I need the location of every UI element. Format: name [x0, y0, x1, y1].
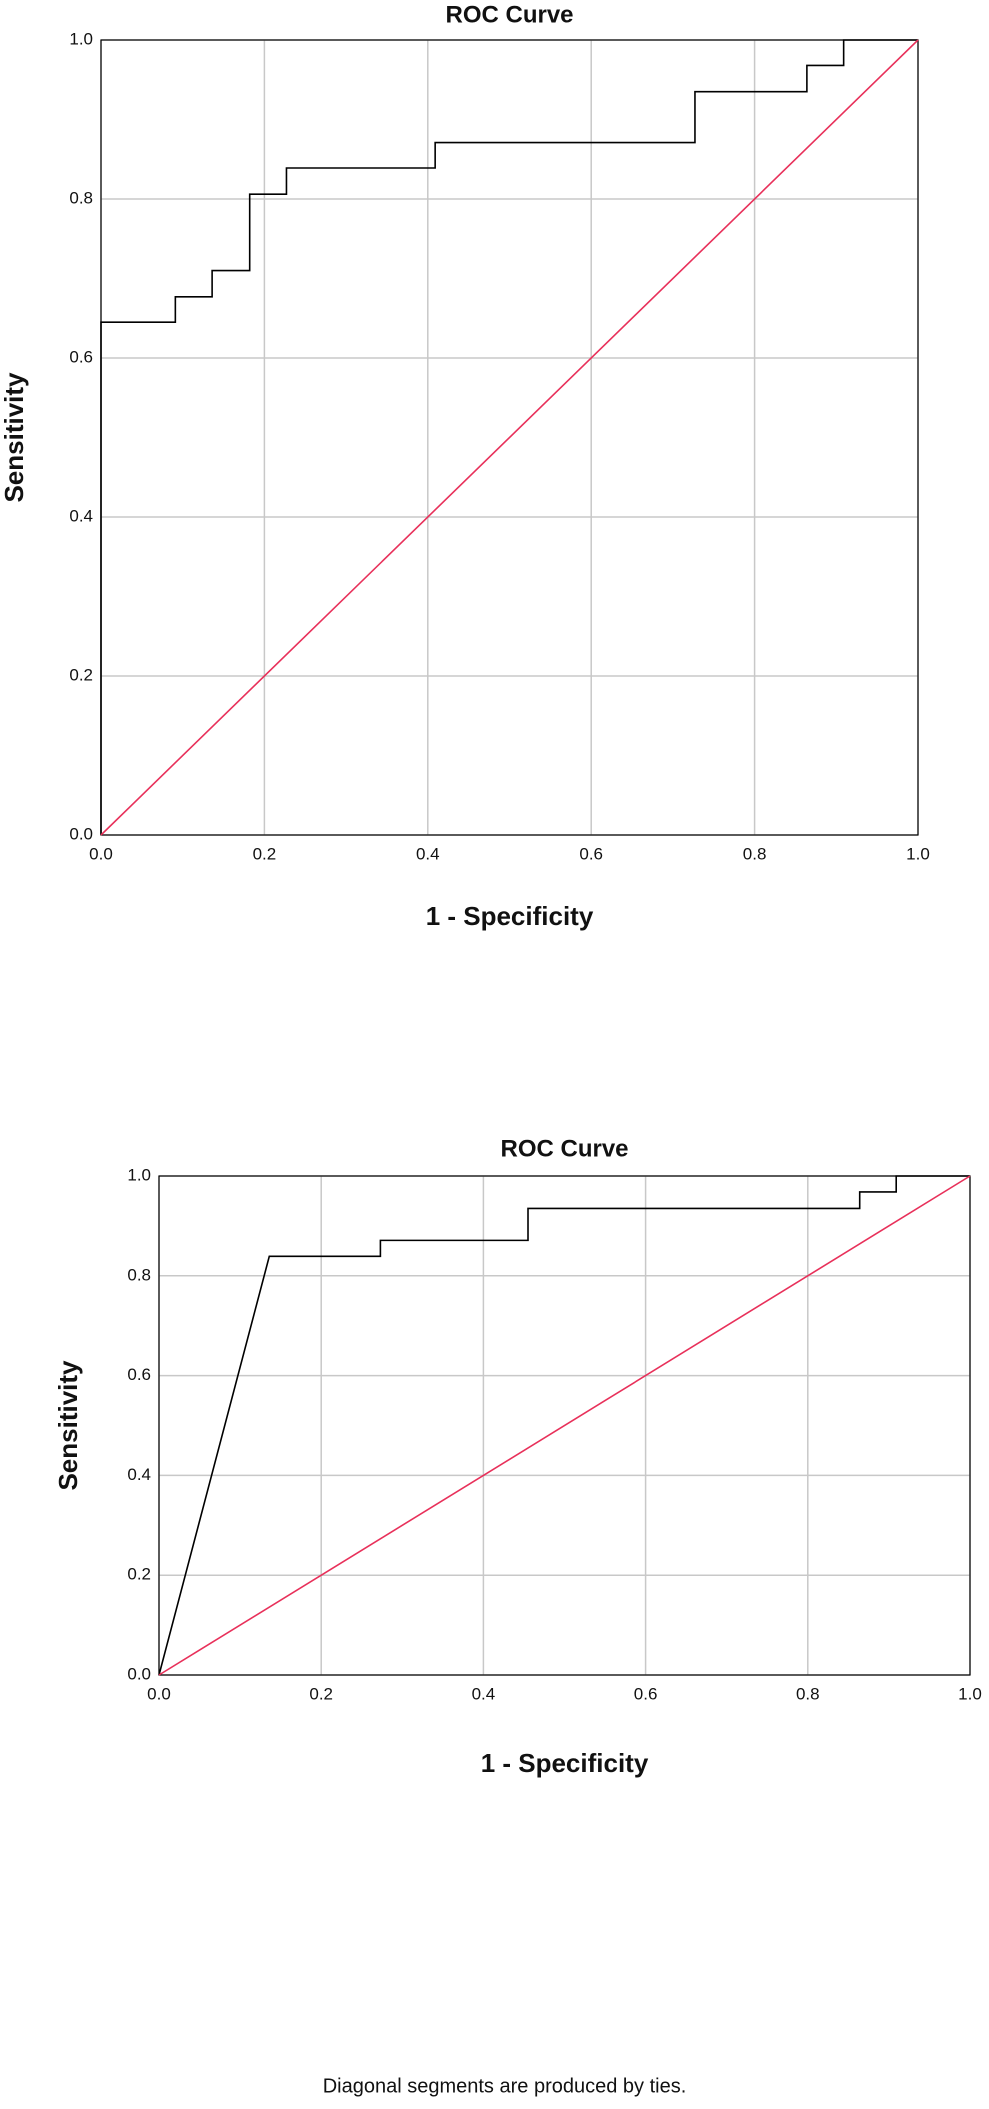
- x-tick-label: 0.4: [472, 1684, 496, 1703]
- roc-line: [100, 39, 918, 835]
- x-tick-label: 0.0: [89, 844, 113, 863]
- footnote: Diagonal segments are produced by ties.: [323, 2075, 687, 2097]
- y-tick-label: 0.4: [127, 1465, 151, 1484]
- y-tick-label: 0.6: [69, 347, 93, 366]
- y-tick-label: 0.0: [69, 824, 93, 843]
- y-tick-label: 0.2: [69, 665, 93, 684]
- y-tick-label: 0.2: [127, 1565, 151, 1584]
- x-tick-label: 0.6: [634, 1684, 658, 1703]
- x-tick-label: 0.4: [416, 844, 440, 863]
- chart-title: ROC Curve: [500, 1135, 628, 1162]
- roc-line: [158, 1175, 971, 1676]
- y-axis-label: Sensitivity: [53, 1360, 83, 1491]
- x-tick-label: 0.8: [743, 844, 767, 863]
- y-tick-label: 0.8: [69, 188, 93, 207]
- y-tick-label: 1.0: [69, 29, 93, 48]
- roc-line: [100, 39, 919, 836]
- y-tick-label: 0.8: [127, 1265, 151, 1284]
- x-axis-label: 1 - Specificity: [426, 901, 594, 931]
- x-tick-label: 0.0: [147, 1684, 171, 1703]
- roc-line: [158, 1175, 970, 1676]
- x-axis-label: 1 - Specificity: [481, 1748, 649, 1778]
- x-tick-label: 0.2: [253, 844, 277, 863]
- y-tick-label: 0.0: [127, 1664, 151, 1683]
- y-tick-label: 0.4: [69, 506, 93, 525]
- x-tick-label: 0.2: [309, 1684, 333, 1703]
- y-axis-label: Sensitivity: [0, 372, 29, 503]
- plot-frame: [158, 1175, 971, 1676]
- x-tick-label: 0.8: [796, 1684, 820, 1703]
- x-tick-label: 0.6: [579, 844, 603, 863]
- chart-title: ROC Curve: [445, 1, 573, 28]
- x-tick-label: 1.0: [958, 1684, 982, 1703]
- y-tick-label: 1.0: [127, 1165, 151, 1184]
- x-tick-label: 1.0: [906, 844, 930, 863]
- y-tick-label: 0.6: [127, 1365, 151, 1384]
